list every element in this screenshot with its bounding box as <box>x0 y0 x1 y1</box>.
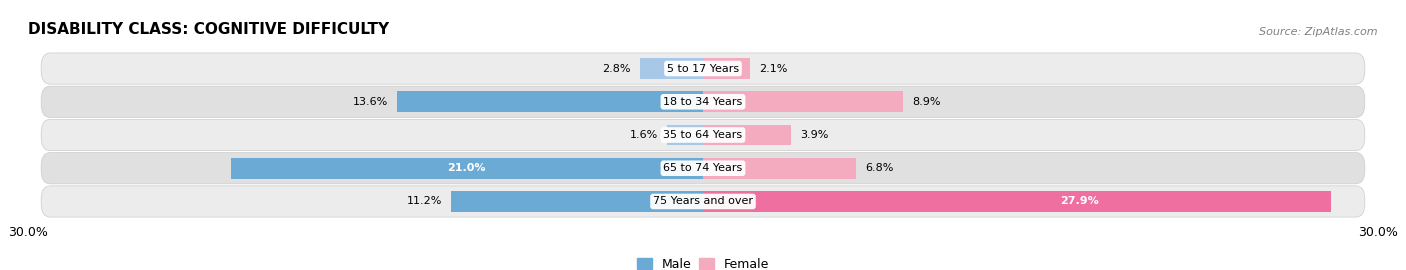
Bar <box>703 125 790 145</box>
Bar <box>703 92 903 112</box>
Text: Source: ZipAtlas.com: Source: ZipAtlas.com <box>1260 27 1378 37</box>
Text: 13.6%: 13.6% <box>353 97 388 107</box>
Text: 3.9%: 3.9% <box>800 130 828 140</box>
Bar <box>640 58 703 79</box>
Text: 8.9%: 8.9% <box>912 97 941 107</box>
Text: 2.8%: 2.8% <box>603 63 631 73</box>
Text: 18 to 34 Years: 18 to 34 Years <box>664 97 742 107</box>
FancyBboxPatch shape <box>41 53 1365 84</box>
Text: 75 Years and over: 75 Years and over <box>652 197 754 207</box>
Text: 65 to 74 Years: 65 to 74 Years <box>664 163 742 173</box>
Text: 35 to 64 Years: 35 to 64 Years <box>664 130 742 140</box>
Text: 27.9%: 27.9% <box>1060 197 1099 207</box>
Text: 2.1%: 2.1% <box>759 63 787 73</box>
FancyBboxPatch shape <box>41 86 1365 117</box>
Text: 1.6%: 1.6% <box>630 130 658 140</box>
Bar <box>451 191 703 212</box>
Bar <box>703 191 1330 212</box>
FancyBboxPatch shape <box>41 186 1365 217</box>
FancyBboxPatch shape <box>41 153 1365 184</box>
Text: 21.0%: 21.0% <box>447 163 486 173</box>
Bar <box>703 58 751 79</box>
Text: DISABILITY CLASS: COGNITIVE DIFFICULTY: DISABILITY CLASS: COGNITIVE DIFFICULTY <box>28 22 389 37</box>
Bar <box>396 92 703 112</box>
FancyBboxPatch shape <box>41 119 1365 151</box>
Text: 11.2%: 11.2% <box>406 197 441 207</box>
Text: 6.8%: 6.8% <box>865 163 893 173</box>
Bar <box>666 125 703 145</box>
Bar <box>231 158 703 178</box>
Legend: Male, Female: Male, Female <box>631 253 775 270</box>
Bar <box>703 158 856 178</box>
Text: 5 to 17 Years: 5 to 17 Years <box>666 63 740 73</box>
